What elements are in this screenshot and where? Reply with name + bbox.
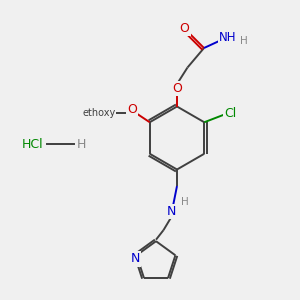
Text: ethoxy: ethoxy [82,108,115,118]
Text: H: H [240,36,248,46]
Text: O: O [172,82,182,95]
Text: N: N [166,205,176,218]
Text: O: O [127,103,137,116]
Text: O: O [180,22,189,35]
Text: Cl: Cl [224,107,236,120]
Text: N: N [130,252,140,266]
Text: NH: NH [219,31,237,44]
Text: H: H [76,137,86,151]
Text: H: H [181,197,189,207]
Text: HCl: HCl [22,137,44,151]
